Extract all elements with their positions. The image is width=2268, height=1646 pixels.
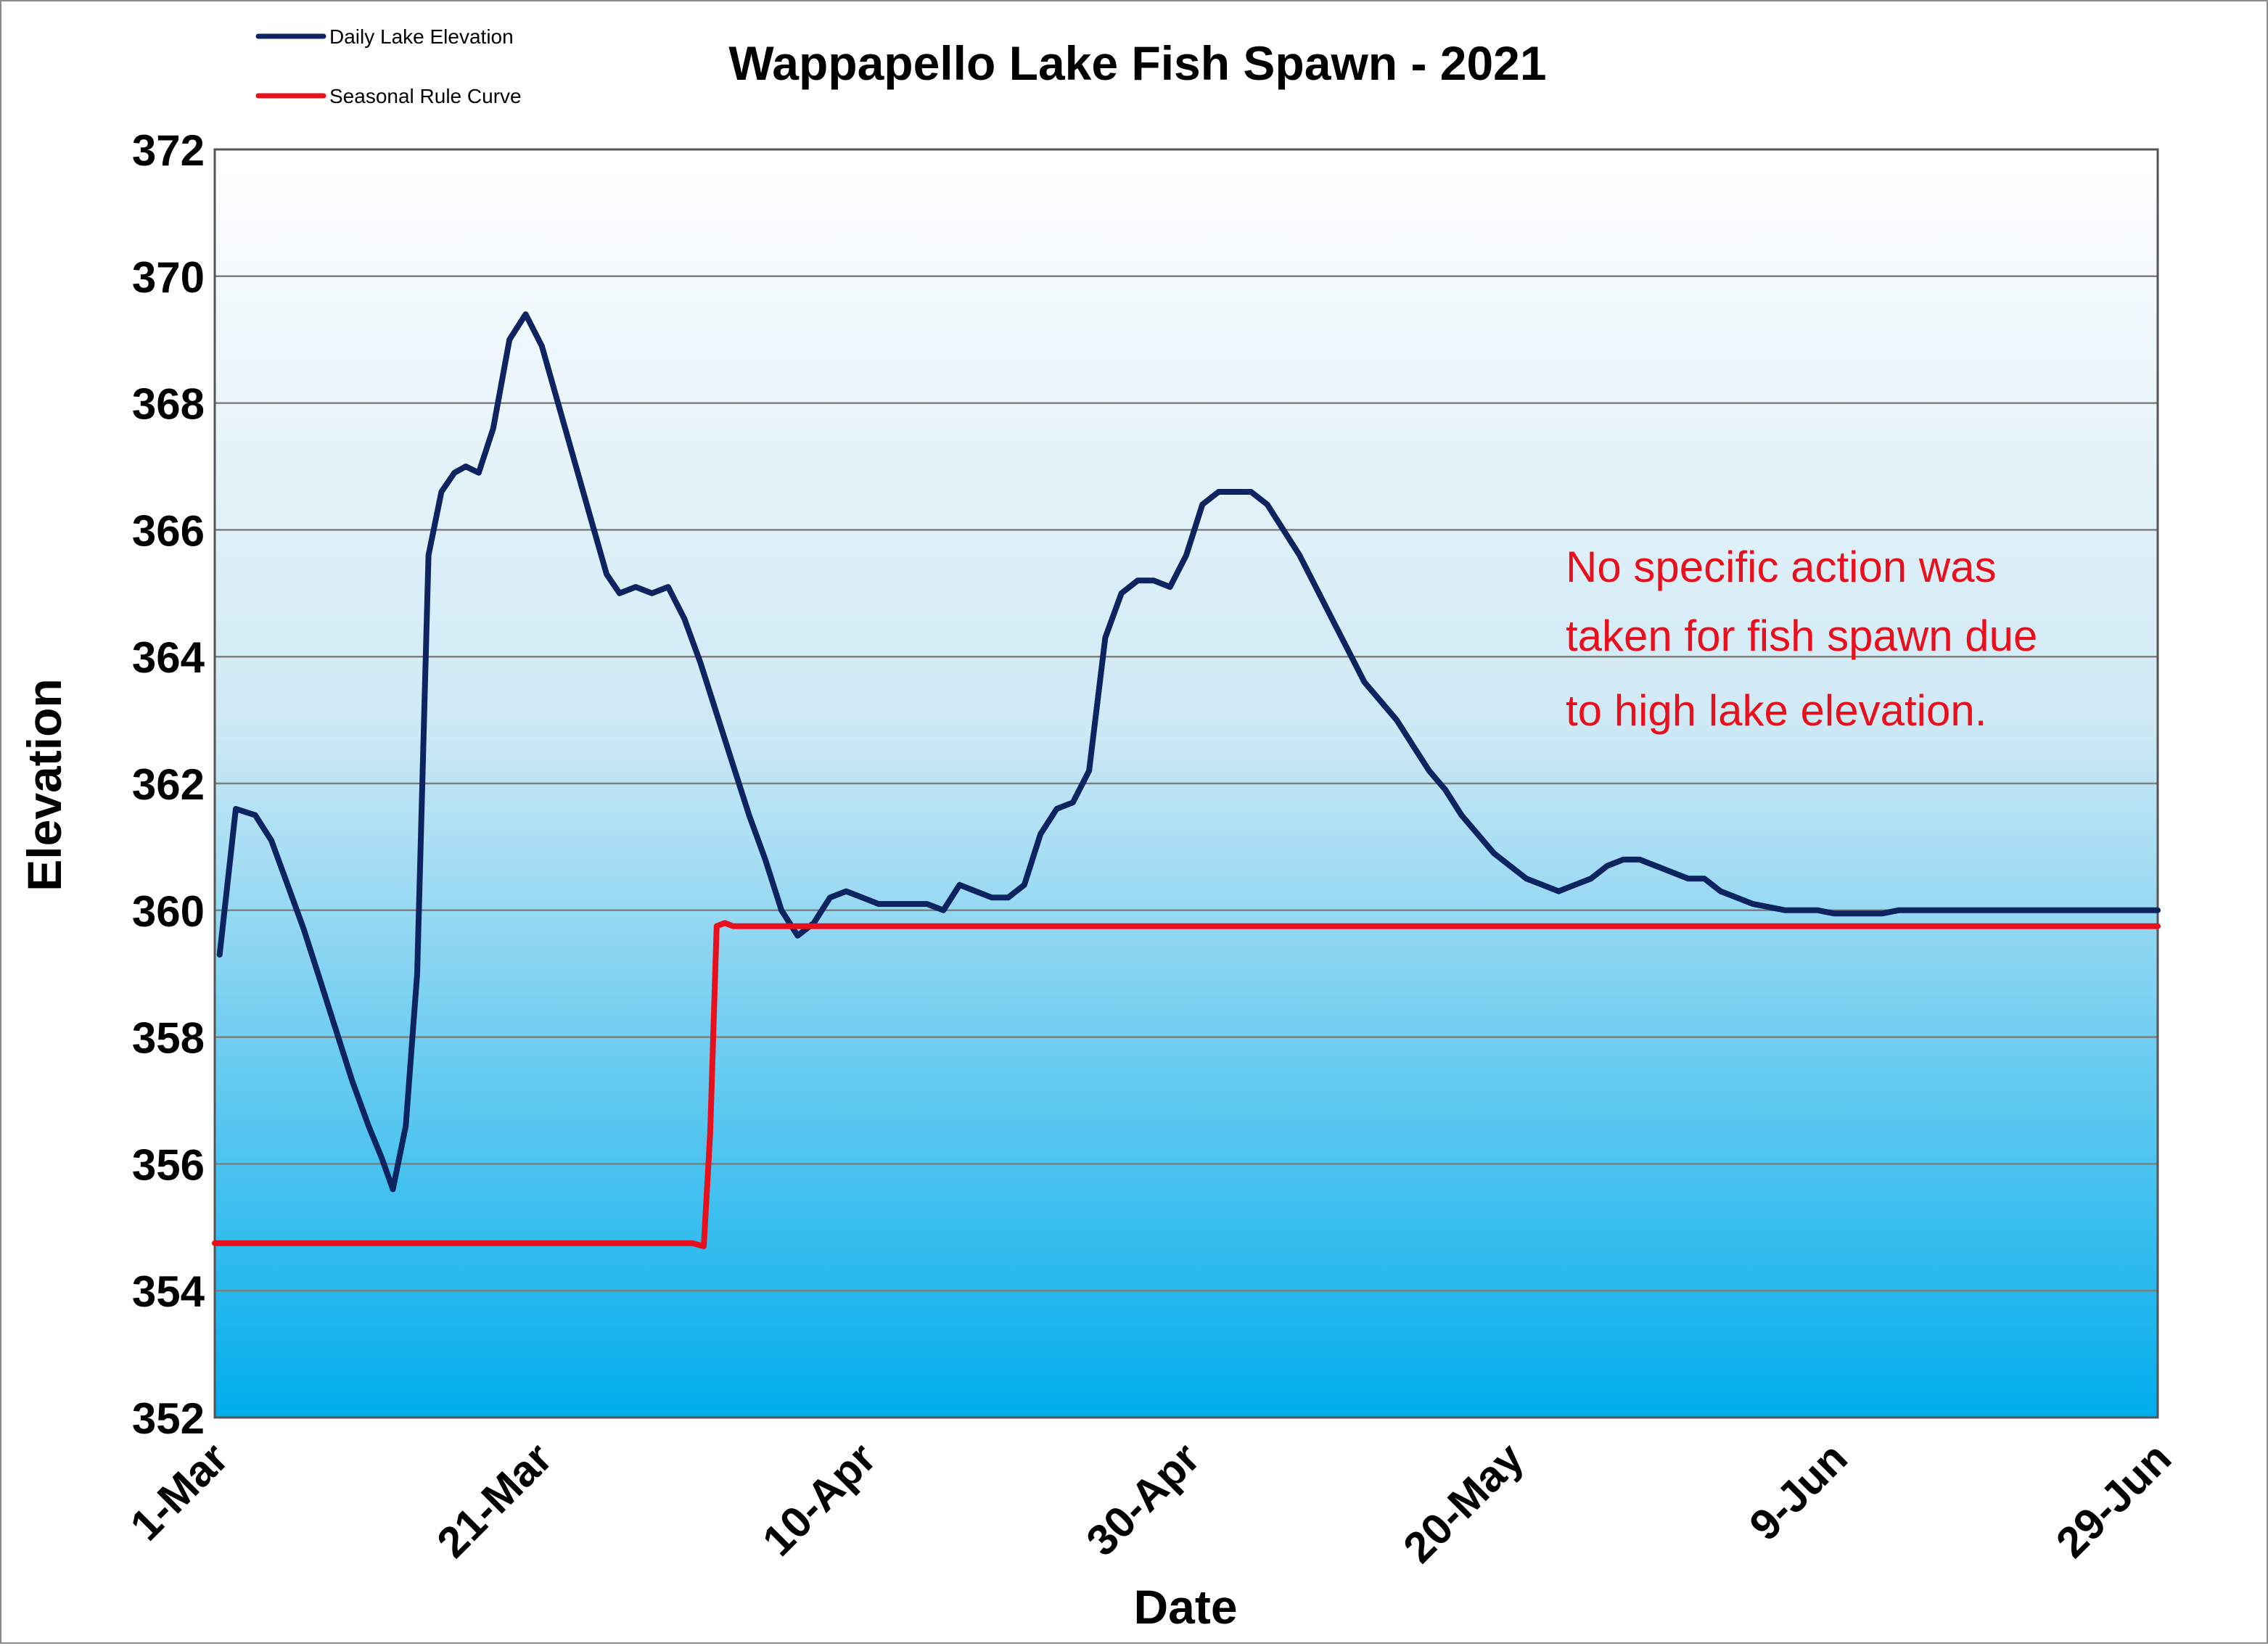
y-tick-label-354: 354 <box>132 1267 205 1316</box>
x-tick-label-20-May: 20-May <box>1394 1433 1533 1572</box>
y-tick-label-356: 356 <box>132 1140 205 1189</box>
annotation-line-3: to high lake elevation. <box>1566 686 1986 735</box>
chart-title: Wappapello Lake Fish Spawn - 2021 <box>728 36 1546 90</box>
y-tick-label-370: 370 <box>132 253 205 302</box>
series-line-daily-lake-elevation <box>216 311 2161 1193</box>
gridlines <box>215 275 2158 1292</box>
y-tick-label-366: 366 <box>132 506 205 555</box>
series-group <box>212 311 2161 1249</box>
legend-label-1: Seasonal Rule Curve <box>329 85 522 107</box>
series-line-seasonal-rule-curve <box>212 920 2161 1249</box>
x-tick-label-10-Apr: 10-Apr <box>753 1433 885 1565</box>
y-axis-label: Elevation <box>17 678 71 891</box>
annotation-line-1: No specific action was <box>1566 543 1997 591</box>
plot-border <box>213 148 2159 1419</box>
y-tick-label-362: 362 <box>132 760 205 809</box>
y-tick-label-360: 360 <box>132 887 205 936</box>
y-tick-label-352: 352 <box>132 1394 205 1443</box>
legend-label-0: Daily Lake Elevation <box>329 25 514 48</box>
y-tick-label-364: 364 <box>132 633 205 682</box>
x-tick-label-29-Jun: 29-Jun <box>2047 1433 2180 1567</box>
y-axis-ticks: 352 354 356 358 360 362 364 366 368 370 372 <box>132 126 205 1443</box>
y-tick-label-358: 358 <box>132 1014 205 1063</box>
x-axis-ticks: 1-Mar 21-Mar 10-Apr 30-Apr 20-May 9-Jun 29-Jun <box>121 1433 2181 1572</box>
x-tick-label-1-Mar: 1-Mar <box>121 1433 238 1550</box>
legend: Daily Lake Elevation Seasonal Rule Curve <box>255 25 522 107</box>
x-axis-label: Date <box>1133 1580 1237 1634</box>
annotation: No specific action was taken for fish sp… <box>1566 543 2050 735</box>
y-tick-label-368: 368 <box>132 380 205 429</box>
x-tick-label-21-Mar: 21-Mar <box>427 1433 561 1567</box>
x-tick-label-30-Apr: 30-Apr <box>1077 1433 1209 1565</box>
y-tick-label-372: 372 <box>132 126 205 175</box>
annotation-line-2: taken for fish spawn due <box>1566 612 2037 660</box>
x-tick-label-9-Jun: 9-Jun <box>1740 1433 1857 1550</box>
